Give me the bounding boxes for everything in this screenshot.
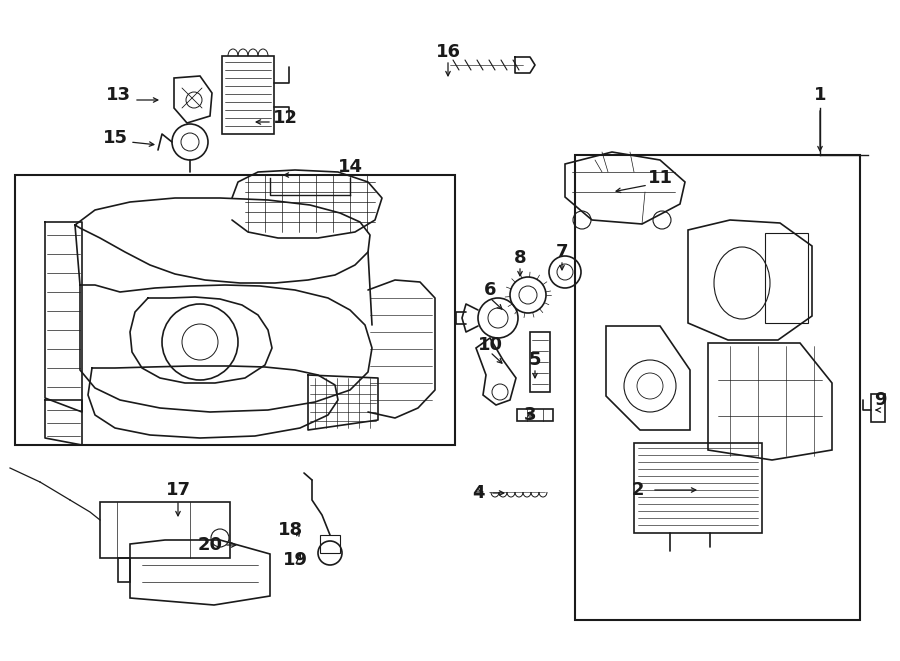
Text: 11: 11 (647, 169, 672, 187)
Text: 9: 9 (874, 391, 886, 409)
Text: 18: 18 (277, 521, 302, 539)
Text: 15: 15 (103, 129, 128, 147)
Text: 8: 8 (514, 249, 526, 267)
Bar (320, 535, 340, 553)
Text: 12: 12 (273, 109, 298, 127)
Text: 5: 5 (529, 351, 541, 369)
Text: 19: 19 (283, 551, 308, 569)
Bar (575, 155, 860, 620)
Bar (517, 409, 553, 421)
Text: 1: 1 (814, 86, 826, 104)
Text: 2: 2 (632, 481, 644, 499)
Text: 16: 16 (436, 43, 461, 61)
Bar (15, 175, 455, 445)
Text: 4: 4 (472, 484, 484, 502)
Text: 14: 14 (338, 158, 363, 176)
Bar (871, 394, 885, 422)
Text: 10: 10 (478, 336, 502, 354)
Bar (765, 233, 808, 323)
Text: 13: 13 (105, 86, 130, 104)
Bar (222, 56, 274, 134)
Text: 6: 6 (484, 281, 496, 299)
Bar (118, 558, 130, 582)
Bar (634, 443, 762, 533)
Bar (100, 502, 230, 558)
Text: 3: 3 (524, 406, 536, 424)
Bar (530, 332, 550, 392)
Text: 7: 7 (556, 243, 568, 261)
Text: 20: 20 (197, 536, 222, 554)
Text: 17: 17 (166, 481, 191, 499)
